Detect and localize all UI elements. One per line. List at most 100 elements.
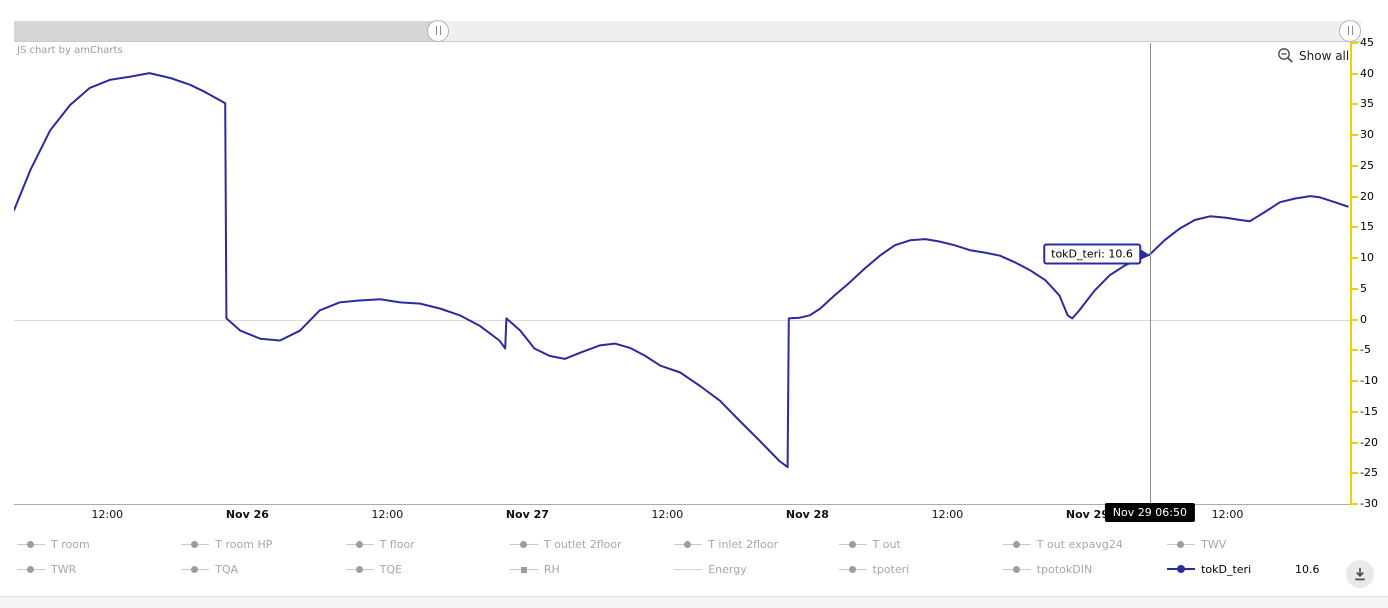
legend-marker-circle — [1002, 563, 1031, 576]
y-axis-label: -20 — [1360, 435, 1378, 449]
legend-item-t-floor[interactable]: T floor — [345, 537, 415, 552]
legend-marker-circle — [17, 538, 45, 551]
y-axis-label: 25 — [1360, 158, 1374, 172]
legend-label: T out — [872, 538, 901, 551]
x-axis-line — [14, 504, 1350, 505]
x-axis-label: 12:00 — [1211, 508, 1244, 521]
legend-item-tqa[interactable]: TQA — [181, 562, 238, 577]
legend-marker-circle — [674, 538, 703, 551]
y-axis-label: 35 — [1360, 97, 1374, 111]
category-balloon: Nov 29 06:50 — [1104, 503, 1195, 522]
legend-label: tpoteri — [872, 563, 910, 576]
y-axis-tick — [1350, 503, 1358, 505]
value-tooltip: tokD_teri: 10.6 — [1043, 243, 1141, 265]
y-axis-tick — [1350, 410, 1358, 413]
legend-label: TWV — [1201, 538, 1227, 551]
y-axis-tick — [1350, 103, 1358, 106]
legend-label: T outlet 2floor — [543, 538, 622, 551]
x-axis-label: 12:00 — [91, 508, 124, 521]
y-axis-tick — [1350, 472, 1358, 475]
scrollbar-unselected-region — [14, 21, 438, 41]
x-axis-label: Nov 27 — [505, 508, 549, 521]
grip-icon — [1347, 26, 1353, 35]
legend-label: T inlet 2floor — [708, 538, 778, 551]
legend-marker-circle — [181, 538, 210, 551]
y-axis-tick — [1350, 72, 1358, 75]
scrollbar-grip-right[interactable] — [1339, 20, 1361, 42]
y-axis-line — [1350, 42, 1352, 505]
y-axis-label: 20 — [1360, 189, 1374, 203]
y-axis-tick — [1350, 164, 1358, 167]
y-axis-label: -15 — [1360, 404, 1378, 418]
scrollbar-grip-left[interactable] — [427, 20, 449, 42]
y-axis-tick — [1350, 318, 1358, 321]
legend-marker-circle — [181, 563, 210, 576]
y-axis-label: 30 — [1360, 128, 1374, 142]
legend-item-twv[interactable]: TWV — [1167, 537, 1226, 552]
legend-label: T out expavg24 — [1036, 538, 1123, 551]
zoom-out-icon — [1277, 47, 1294, 64]
legend-item-twr[interactable]: TWR — [17, 562, 76, 577]
legend-marker-circle — [345, 563, 374, 576]
x-axis-label: 12:00 — [651, 508, 684, 521]
x-axis-label: Nov 26 — [225, 508, 269, 521]
legend-item-t-out[interactable]: T out — [838, 537, 901, 552]
legend-marker-circle — [1167, 563, 1196, 576]
y-axis-tick — [1350, 134, 1358, 137]
legend-item-t-inlet-2floor[interactable]: T inlet 2floor — [674, 537, 778, 552]
legend-marker-circle — [345, 538, 374, 551]
amcharts-branding-link[interactable]: JS chart by amCharts — [17, 45, 123, 56]
export-button[interactable] — [1346, 560, 1374, 588]
legend-label: T room — [51, 538, 90, 551]
legend-label: RH — [543, 563, 560, 576]
y-axis-label: -10 — [1360, 374, 1378, 388]
x-axis-label: 12:00 — [371, 508, 404, 521]
legend-item-t-room[interactable]: T room — [17, 537, 90, 552]
y-axis-label: -30 — [1360, 497, 1378, 510]
zero-gridline — [14, 319, 1350, 321]
legend-item-rh[interactable]: RH — [509, 562, 560, 577]
y-axis-tick — [1350, 42, 1358, 44]
legend-marker-circle — [509, 538, 538, 551]
legend-row-2: TWR TQA TQE RH Energy tpoteri tpotokDIN tokD_te… — [0, 562, 1388, 577]
horizontal-scrollbar[interactable] — [0, 596, 1388, 608]
legend-item-t-out-expavg24[interactable]: T out expavg24 — [1002, 537, 1123, 552]
legend-label: TQE — [379, 563, 402, 576]
legend-item-tqe[interactable]: TQE — [345, 562, 402, 577]
chart-scrollbar[interactable] — [14, 21, 1361, 42]
legend-item-energy[interactable]: Energy — [674, 562, 747, 577]
y-axis-tick — [1350, 380, 1358, 383]
y-axis-tick — [1350, 226, 1358, 229]
y-axis-label: 45 — [1360, 36, 1374, 49]
download-icon — [1353, 567, 1367, 581]
y-axis-tick — [1350, 257, 1358, 260]
legend-label: TQA — [215, 563, 239, 576]
legend-label: tokD_teri — [1201, 563, 1252, 576]
legend-marker-square — [509, 563, 538, 576]
legend-item-tpotokdin[interactable]: tpotokDIN — [1002, 562, 1093, 577]
legend-marker-circle — [17, 563, 45, 576]
legend-item-tpoteri[interactable]: tpoteri — [838, 562, 910, 577]
legend-item-t-room-hp[interactable]: T room HP — [181, 537, 272, 552]
legend-label: T room HP — [215, 538, 273, 551]
y-axis-label: 0 — [1360, 312, 1367, 326]
y-axis-tick — [1350, 195, 1358, 198]
grip-icon — [435, 26, 441, 35]
y-axis-label: 15 — [1360, 220, 1374, 234]
y-axis-label: 40 — [1360, 66, 1374, 80]
legend-label: T floor — [379, 538, 415, 551]
legend-marker-circle — [1167, 538, 1196, 551]
y-axis-label: 10 — [1360, 251, 1374, 265]
y-axis-label: 5 — [1360, 281, 1367, 295]
x-axis-label: 12:00 — [931, 508, 964, 521]
legend-marker-line — [674, 563, 703, 576]
legend-label: tpotokDIN — [1036, 563, 1093, 576]
y-axis-tick — [1350, 287, 1358, 290]
legend-item-tokd-teri[interactable]: tokD_teri — [1167, 562, 1251, 577]
show-all-label: Show all — [1299, 48, 1350, 63]
x-axis-label: Nov 28 — [785, 508, 829, 521]
legend-item-t-outlet-2floor[interactable]: T outlet 2floor — [509, 537, 622, 552]
show-all-button[interactable]: Show all — [1277, 47, 1349, 64]
series-path — [14, 72, 1349, 469]
